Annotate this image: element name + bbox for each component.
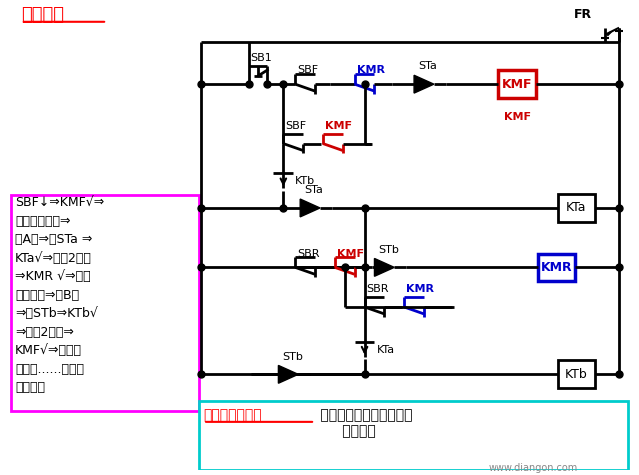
Text: SBR: SBR (297, 248, 320, 258)
Text: STa: STa (304, 185, 323, 195)
Polygon shape (374, 258, 394, 276)
Text: www.diangon.com: www.diangon.com (488, 464, 578, 474)
Text: STb: STb (282, 352, 304, 361)
Bar (538, 254, 576, 281)
Text: KMF: KMF (504, 112, 530, 122)
Text: KMF: KMF (337, 248, 364, 258)
Text: KTa: KTa (376, 344, 394, 354)
Text: KMR: KMR (406, 284, 434, 294)
Text: SB1: SB1 (250, 53, 272, 64)
Polygon shape (279, 365, 298, 383)
Text: KMR: KMR (357, 65, 385, 76)
Text: SBF: SBF (297, 65, 318, 76)
Text: 动作过程: 动作过程 (21, 6, 64, 24)
Text: KMR: KMR (541, 261, 573, 274)
Bar (558, 361, 596, 388)
Text: KTb: KTb (565, 368, 588, 381)
Text: SBF↓⇒KMF√⇒
小车正向运行⇒
至A端⇒撞STa ⇒
KTa√⇒延时2分钟
⇒KMR √⇒小车
反向运行⇒至B端
⇒撞STb⇒KTb√
⇒延时2分钟⇒
K: SBF↓⇒KMF√⇒ 小车正向运行⇒ 至A端⇒撞STa ⇒ KTa√⇒延时2分钟… (15, 196, 104, 394)
Text: KMF: KMF (502, 78, 532, 91)
Text: SBF: SBF (286, 121, 307, 131)
Text: STa: STa (418, 61, 437, 71)
Text: FR: FR (574, 8, 592, 21)
Polygon shape (300, 199, 320, 217)
Bar (498, 70, 536, 98)
Text: 该电路的问题：: 该电路的问题： (203, 408, 262, 422)
Text: KTb: KTb (295, 176, 316, 186)
Bar (558, 194, 596, 222)
Polygon shape (414, 75, 434, 93)
Text: KMF: KMF (325, 121, 352, 131)
Text: 小车在两极端位置时，不
      能停车。: 小车在两极端位置时，不 能停车。 (316, 408, 413, 438)
Bar (11, 195, 199, 411)
Text: STb: STb (378, 245, 399, 255)
Bar (199, 401, 628, 470)
Text: SBR: SBR (367, 284, 389, 294)
Text: KTa: KTa (566, 201, 587, 214)
